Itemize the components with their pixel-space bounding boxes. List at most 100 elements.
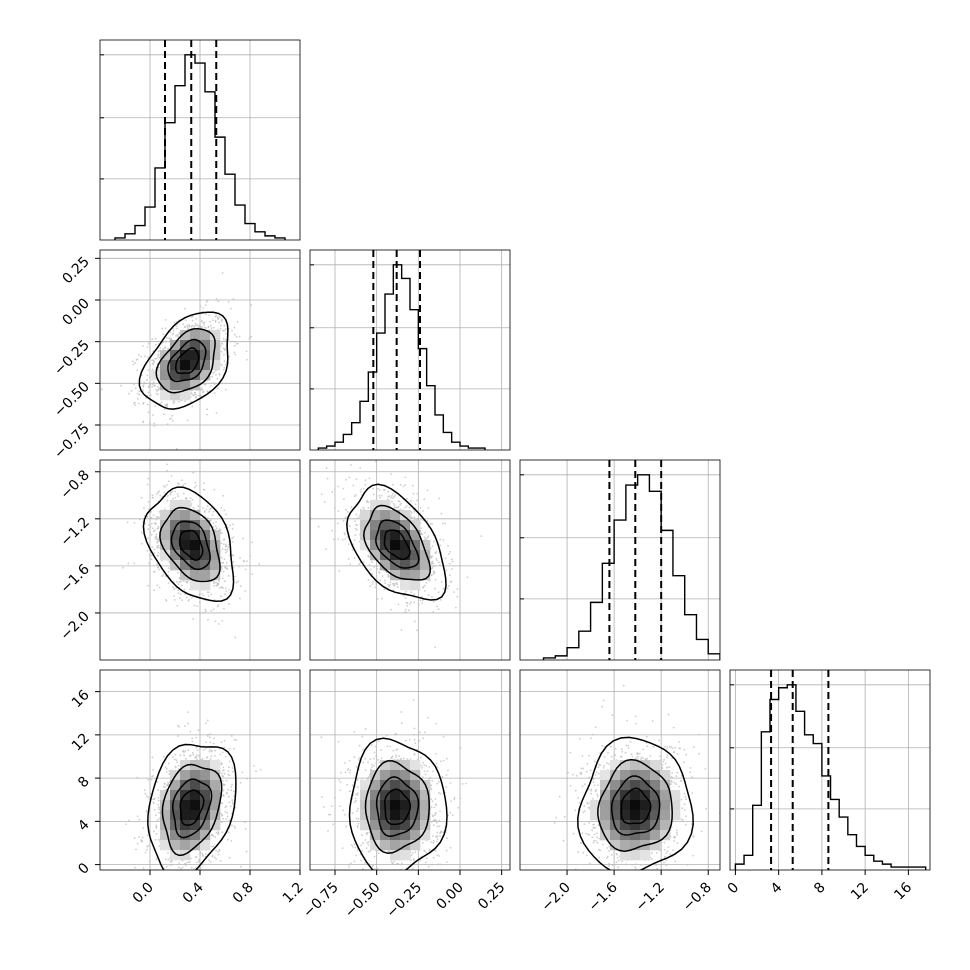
scatter-point bbox=[400, 502, 402, 505]
scatter-point bbox=[320, 493, 323, 496]
scatter-point bbox=[156, 537, 159, 540]
scatter-point bbox=[236, 321, 239, 323]
scatter-point bbox=[146, 515, 149, 518]
scatter-point bbox=[413, 601, 416, 604]
scatter-point bbox=[154, 880, 156, 882]
scatter-point bbox=[367, 506, 370, 509]
density-cell bbox=[170, 520, 181, 531]
scatter-point bbox=[241, 771, 244, 774]
scatter-point bbox=[169, 331, 172, 334]
scatter-point bbox=[389, 581, 392, 584]
contour-0-0 bbox=[138, 311, 229, 410]
scatter-point bbox=[146, 403, 149, 406]
scatter-point bbox=[357, 786, 359, 788]
scatter-point bbox=[187, 722, 189, 725]
scatter-point bbox=[412, 492, 415, 495]
scatter-point bbox=[235, 342, 238, 345]
pair-panel-1-2 bbox=[309, 459, 511, 661]
scatter-point bbox=[233, 326, 236, 329]
scatter-point bbox=[344, 771, 347, 774]
scatter-point bbox=[213, 742, 215, 745]
scatter-point bbox=[378, 494, 381, 497]
scatter-point bbox=[202, 507, 204, 509]
density-cell bbox=[200, 830, 211, 841]
scatter-point bbox=[410, 512, 413, 514]
scatter-point bbox=[201, 757, 204, 760]
density-cell bbox=[200, 520, 211, 531]
scatter-point bbox=[177, 764, 180, 767]
scatter-point bbox=[169, 879, 171, 881]
scatter-point bbox=[150, 558, 153, 560]
scatter-point bbox=[362, 506, 365, 509]
scatter-point bbox=[224, 887, 226, 889]
scatter-point bbox=[431, 562, 433, 565]
scatter-point bbox=[182, 484, 185, 487]
scatter-point bbox=[166, 499, 169, 502]
scatter-point bbox=[369, 758, 372, 760]
scatter-point bbox=[439, 835, 441, 837]
scatter-point bbox=[141, 836, 144, 839]
scatter-point bbox=[424, 773, 427, 776]
density-cell bbox=[170, 380, 181, 391]
scatter-point bbox=[222, 587, 225, 589]
scatter-point bbox=[191, 740, 194, 743]
scatter-point bbox=[431, 522, 433, 525]
scatter-point bbox=[402, 594, 405, 597]
scatter-point bbox=[438, 497, 441, 500]
scatter-point bbox=[242, 559, 245, 562]
density-cell bbox=[180, 370, 191, 381]
density-cell bbox=[190, 360, 201, 371]
scatter-point bbox=[434, 552, 437, 555]
scatter-point bbox=[193, 392, 196, 394]
scatter-point bbox=[342, 519, 345, 522]
scatter-point bbox=[232, 536, 235, 538]
density-cell bbox=[210, 560, 221, 571]
scatter-point bbox=[220, 595, 223, 598]
density-cell bbox=[210, 780, 221, 791]
scatter-point bbox=[201, 593, 204, 595]
scatter-point bbox=[184, 750, 187, 752]
density-cell bbox=[400, 510, 411, 521]
scatter-point bbox=[147, 584, 149, 587]
scatter-point bbox=[179, 593, 182, 595]
scatter-point bbox=[392, 497, 394, 499]
scatter-point bbox=[202, 748, 205, 751]
pair-panel-0-3 bbox=[99, 669, 301, 902]
scatter-point bbox=[228, 774, 231, 777]
density-cell bbox=[210, 550, 221, 561]
scatter-point bbox=[176, 580, 178, 583]
scatter-point bbox=[355, 523, 357, 526]
scatter-point bbox=[147, 524, 150, 526]
scatter-point bbox=[163, 900, 165, 902]
density-cell bbox=[180, 390, 191, 401]
scatter-point bbox=[196, 749, 199, 752]
scatter-point bbox=[221, 364, 223, 367]
scatter-point bbox=[206, 719, 209, 722]
scatter-point bbox=[404, 476, 407, 479]
scatter-point bbox=[178, 400, 180, 403]
scatter-point bbox=[155, 392, 158, 395]
scatter-point bbox=[177, 866, 180, 869]
density-cell bbox=[390, 540, 401, 551]
pair-panel-1-3 bbox=[309, 669, 511, 871]
scatter-point bbox=[130, 389, 133, 392]
scatter-point bbox=[367, 579, 370, 581]
scatter-point bbox=[331, 491, 334, 493]
scatter-point bbox=[227, 301, 230, 303]
scatter-point bbox=[333, 507, 336, 510]
pair-frame-2 bbox=[309, 459, 511, 661]
scatter-point bbox=[163, 755, 165, 758]
scatter-point bbox=[169, 860, 172, 863]
scatter-point bbox=[148, 562, 151, 565]
scatter-point bbox=[223, 739, 226, 742]
scatter-point bbox=[195, 758, 198, 761]
scatter-point bbox=[184, 498, 187, 500]
scatter-point bbox=[404, 608, 407, 611]
scatter-point bbox=[134, 866, 136, 869]
scatter-point bbox=[387, 490, 390, 493]
scatter-point bbox=[164, 404, 167, 407]
scatter-point bbox=[212, 608, 215, 611]
scatter-point bbox=[248, 337, 251, 340]
scatter-point bbox=[151, 338, 154, 340]
scatter-point bbox=[157, 491, 159, 494]
